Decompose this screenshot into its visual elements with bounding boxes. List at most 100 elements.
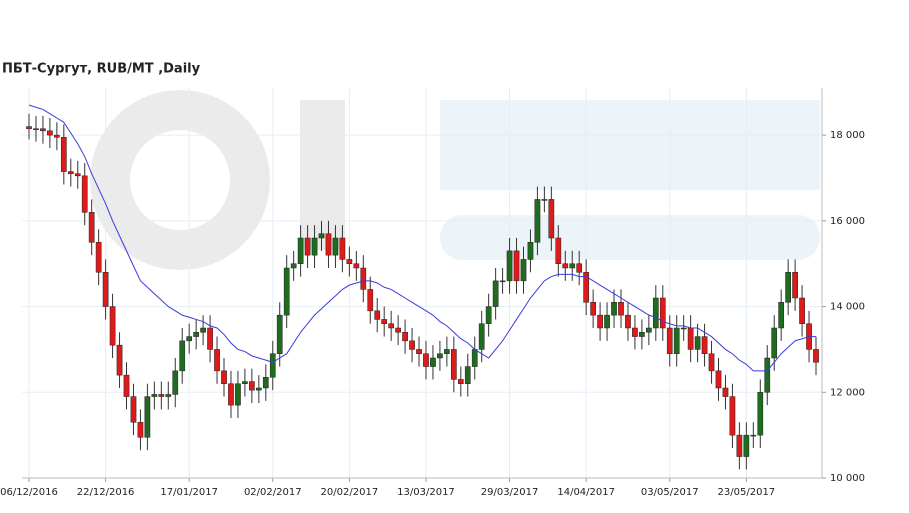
candle-body	[687, 327, 694, 350]
candle-body	[332, 237, 339, 256]
candle-body	[179, 340, 186, 372]
candle-body	[513, 250, 520, 282]
candle-body	[485, 306, 492, 324]
y-tick-label: 12 000	[830, 387, 865, 398]
candle-body	[325, 233, 332, 256]
x-tick-label: 29/03/2017	[481, 487, 539, 498]
candle-body	[701, 336, 708, 354]
x-tick-label: 13/03/2017	[397, 487, 455, 498]
candle-body	[464, 366, 471, 384]
candle-body	[813, 349, 819, 363]
candle-body	[569, 263, 576, 269]
candle-body	[736, 434, 743, 457]
candle-body	[283, 267, 290, 316]
candle-body	[715, 370, 722, 389]
candle-body	[534, 199, 541, 243]
candle-body	[506, 250, 513, 282]
y-tick-label: 10 000	[830, 473, 865, 484]
candle-body	[388, 323, 395, 329]
watermark	[90, 90, 820, 270]
candle-body	[81, 175, 88, 213]
candle-body	[339, 237, 346, 260]
candle-body	[590, 302, 596, 316]
candle-body	[541, 199, 548, 201]
candle-body	[367, 289, 374, 312]
candle-body	[374, 310, 381, 320]
candle-body	[297, 237, 304, 264]
candle-body	[269, 353, 276, 378]
candle-body	[172, 370, 179, 395]
candle-body	[165, 394, 172, 397]
candle-body	[60, 137, 67, 172]
candle-body	[792, 272, 798, 299]
candle-body	[555, 237, 562, 264]
candle-body	[242, 381, 248, 384]
candle-body	[743, 434, 750, 457]
candle-body	[576, 263, 583, 273]
candle-body	[708, 353, 715, 372]
candle-body	[276, 314, 283, 354]
candle-body	[694, 336, 701, 350]
x-tick-label: 03/05/2017	[641, 487, 699, 498]
candle-body	[123, 374, 130, 397]
x-tick-label: 20/02/2017	[321, 487, 379, 498]
candle-body	[74, 173, 81, 177]
y-tick-label: 16 000	[830, 216, 865, 227]
candle-body	[54, 134, 60, 138]
candle-body	[548, 199, 555, 239]
candle-body	[88, 212, 95, 243]
x-tick-label: 02/02/2017	[244, 487, 302, 498]
candle-body	[144, 396, 151, 438]
candle-body	[381, 319, 388, 324]
candle-body	[109, 306, 116, 346]
candle-body	[625, 314, 631, 329]
candle-body	[639, 332, 645, 337]
candle-body	[26, 126, 32, 129]
candle-body	[450, 349, 457, 380]
candle-body	[67, 171, 74, 174]
candle-body	[360, 267, 367, 290]
candle-body	[680, 327, 687, 330]
candle-body	[750, 434, 757, 437]
candle-body	[290, 263, 297, 269]
candle-body	[395, 327, 401, 333]
candle-body	[221, 370, 227, 384]
candle-body	[471, 349, 478, 367]
candle-body	[492, 280, 499, 307]
candle-body	[151, 394, 158, 397]
candle-body	[158, 394, 165, 397]
x-tick-label: 23/05/2017	[718, 487, 776, 498]
x-tick-label: 14/04/2017	[557, 487, 615, 498]
candle-body	[102, 272, 109, 307]
candle-body	[304, 237, 311, 256]
candle-body	[262, 377, 269, 389]
candle-body	[416, 349, 422, 354]
candle-body	[346, 259, 353, 264]
candle-body	[562, 263, 569, 269]
candle-body	[652, 297, 659, 329]
candle-body	[499, 280, 506, 283]
candle-body	[764, 357, 771, 393]
candle-body	[409, 340, 415, 350]
candle-body	[729, 396, 736, 436]
candle-body	[318, 233, 325, 239]
candle-body	[632, 327, 638, 337]
candle-body	[214, 349, 220, 372]
candle-body	[130, 396, 137, 423]
candle-body	[33, 128, 39, 130]
candle-body	[437, 353, 443, 359]
x-tick-label: 06/12/2016	[0, 487, 58, 498]
candle-body	[353, 263, 360, 269]
candle-body	[430, 357, 436, 367]
y-tick-label: 18 000	[830, 130, 865, 141]
candle-body	[249, 381, 255, 391]
candle-body	[673, 327, 680, 354]
candle-body	[520, 259, 527, 282]
candle-body	[200, 327, 206, 333]
candle-body	[207, 327, 213, 350]
candle-body	[137, 422, 144, 438]
x-tick-label: 17/01/2017	[160, 487, 218, 498]
candle-body	[40, 128, 46, 132]
candle-body	[116, 344, 123, 376]
